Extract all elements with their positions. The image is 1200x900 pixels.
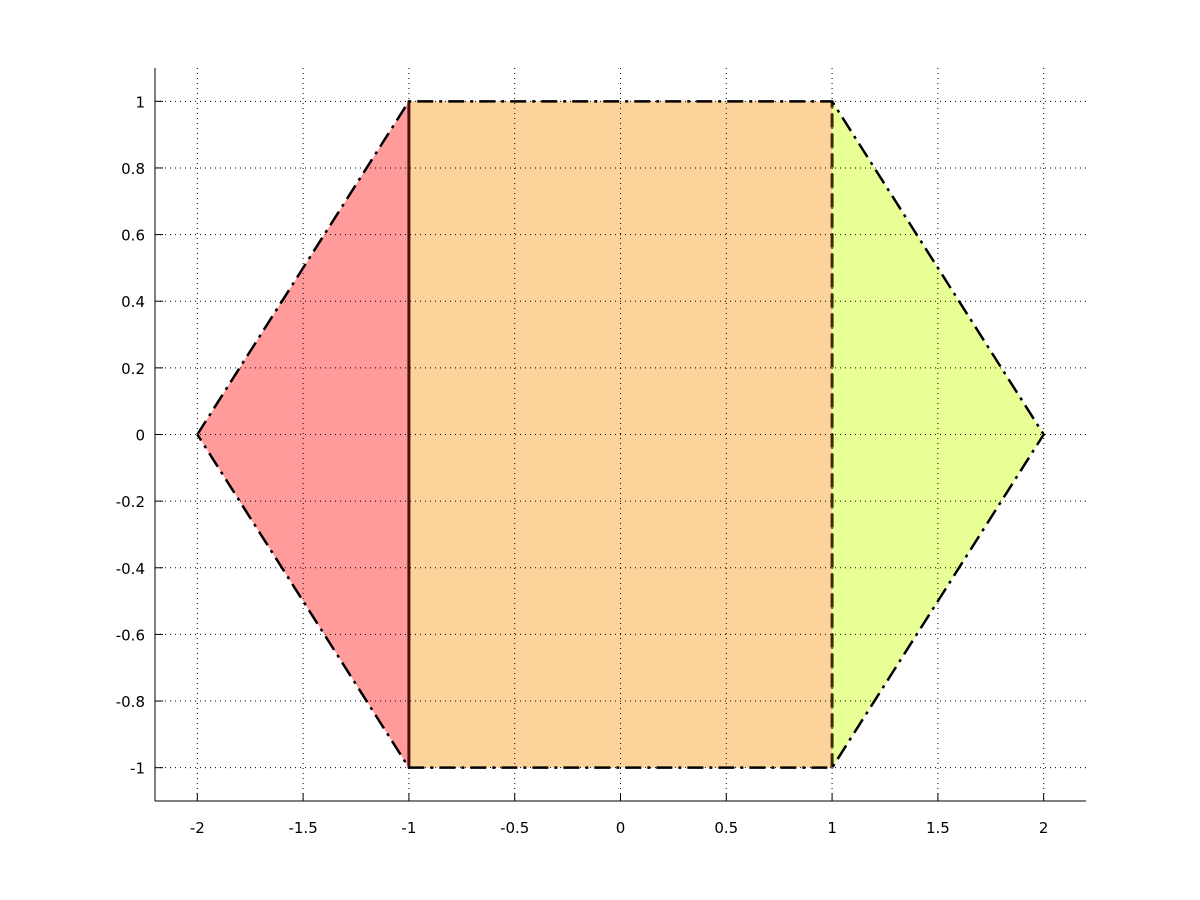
ticks-layer: -2 -1.5 -1 -0.5 0 0.5 1 1.5 2 -1 -0.8 -0.6 -0.4 -0.2 0… xyxy=(116,93,1049,837)
x-tick-label-3: -0.5 xyxy=(500,819,529,837)
y-tick-label-9: 0.8 xyxy=(121,160,145,178)
x-tick-label-7: 1.5 xyxy=(926,819,950,837)
x-tick-label-6: 1 xyxy=(827,819,837,837)
region-right-triangle xyxy=(832,101,1044,768)
y-tick-label-6: 0.2 xyxy=(121,360,145,378)
region-left-triangle xyxy=(197,101,409,768)
y-tick-label-8: 0.6 xyxy=(121,227,145,245)
x-tick-label-0: -2 xyxy=(190,819,205,837)
y-tick-label-4: -0.2 xyxy=(116,493,145,511)
y-tick-label-10: 1 xyxy=(135,93,145,111)
x-tick-label-2: -1 xyxy=(401,819,416,837)
y-tick-label-0: -1 xyxy=(130,760,145,778)
x-tick-label-8: 2 xyxy=(1039,819,1049,837)
lines-layer xyxy=(196,100,1046,769)
outline-line xyxy=(196,100,1046,769)
y-tick-label-2: -0.6 xyxy=(116,626,145,644)
y-tick-label-3: -0.4 xyxy=(116,560,145,578)
x-tick-label-1: -1.5 xyxy=(288,819,317,837)
y-tick-label-1: -0.8 xyxy=(116,693,145,711)
x-tick-label-4: 0 xyxy=(616,819,626,837)
y-tick-label-5: 0 xyxy=(135,427,145,445)
y-tick-label-7: 0.4 xyxy=(121,293,145,311)
plot-area: -2 -1.5 -1 -0.5 0 0.5 1 1.5 2 -1 -0.8 -0.6 -0.4 -0.2 0… xyxy=(116,68,1086,837)
x-tick-label-5: 0.5 xyxy=(714,819,738,837)
grid-layer xyxy=(155,68,1086,801)
